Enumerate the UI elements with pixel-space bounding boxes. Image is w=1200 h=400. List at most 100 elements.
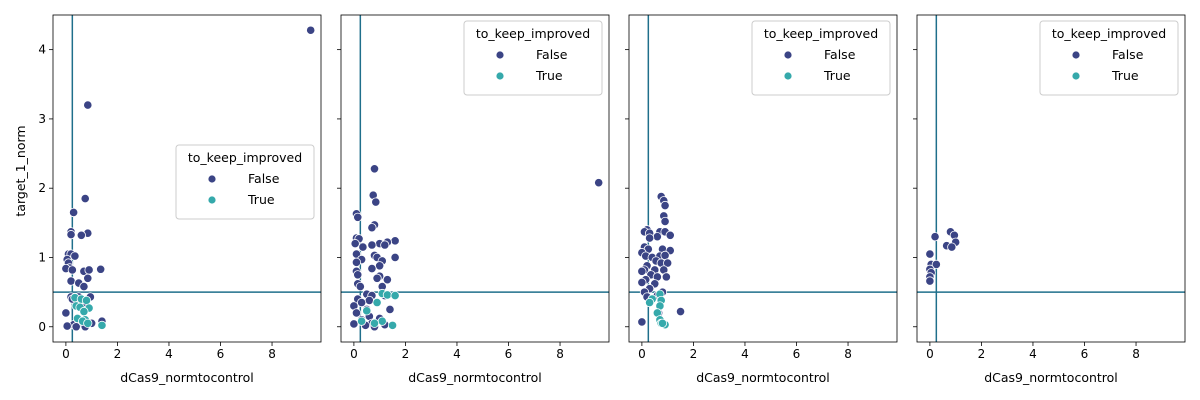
data-point-true [97,320,107,330]
data-point-false [925,249,935,259]
scatter-panel-3: 0 2 4 6 8 dCas9_normtocontrol to_keep_improved… [625,14,898,385]
legend-title: to_keep_improved [188,150,302,165]
x-tick-label: 0 [638,347,646,361]
legend-label-true: True [1111,68,1139,83]
data-point-true [657,318,668,328]
x-tick-label: 4 [165,347,173,361]
x-tick-label: 2 [402,347,410,361]
y-tick-label: 2 [38,181,46,195]
data-point-false [357,297,367,308]
points-group [637,191,686,330]
legend-label-true: True [823,68,851,83]
data-point-true [357,316,367,326]
data-point-false [367,223,377,233]
data-point-true [390,290,400,301]
x-tick-label: 6 [793,347,801,361]
data-point-false [661,272,671,282]
data-point-false [350,239,360,249]
legend: to_keep_improved False True [1039,20,1179,96]
data-point-false [930,232,940,242]
plot-frame [340,14,610,343]
x-tick-label: 0 [62,347,70,361]
scatter-panel-4: 0 2 4 6 8 dCas9_normtocontrol to_keep_improved… [913,14,1186,385]
data-point-false [306,25,316,35]
legend-marker-true [1071,71,1081,81]
data-point-false [83,273,93,283]
data-point-false [358,242,368,252]
data-point-true [81,295,92,306]
legend-label-false: False [248,171,280,186]
points-group [61,25,316,332]
data-point-false [380,240,390,250]
data-point-false [382,275,392,285]
legend-marker-true [495,71,505,81]
legend-label-true: True [247,192,275,207]
data-point-false [390,252,400,263]
data-point-false [351,308,362,318]
data-point-false [645,233,655,243]
data-point-false [70,251,80,261]
data-point-true [387,320,398,330]
data-point-false [663,258,673,268]
data-point-false [62,321,72,331]
data-point-false [83,100,93,110]
x-tick-label: 0 [926,347,934,361]
points-group [925,227,961,286]
x-tick-label: 6 [217,347,225,361]
data-point-false [67,265,77,275]
legend-label-false: False [536,47,568,62]
y-tick-label: 0 [38,320,46,334]
data-point-false [385,304,395,315]
data-point-true [369,318,380,328]
legend-marker-false [495,50,505,60]
y-tick-label: 4 [38,43,46,57]
points-group [349,164,604,332]
data-point-false [594,178,604,188]
data-point-false [69,207,79,218]
x-tick-label: 0 [350,347,358,361]
data-point-false [353,212,363,222]
legend: to_keep_improved False True [751,20,891,96]
data-point-false [947,242,957,252]
data-point-true [645,297,655,308]
plot-frame [628,14,898,343]
legend: to_keep_improved False True [463,20,603,96]
data-point-false [371,197,381,207]
legend-marker-false [207,174,217,184]
x-axis-label: dCas9_normtocontrol [984,370,1118,385]
x-tick-label: 4 [1029,347,1037,361]
x-tick-label: 6 [505,347,513,361]
data-point-false [66,230,76,240]
data-point-false [76,230,86,240]
data-point-false [355,281,365,292]
x-tick-label: 4 [741,347,749,361]
y-tick-label: 3 [38,112,46,126]
scatter-panel-2: 0 2 4 6 8 dCas9_normtocontrol to_keep_improved… [337,14,610,385]
legend-label-true: True [535,68,563,83]
data-point-false [349,319,359,329]
data-point-true [382,290,392,300]
data-point-false [96,264,106,274]
data-point-false [660,200,670,211]
data-point-false [80,193,90,204]
x-tick-label: 8 [844,347,852,361]
plot-frame [916,14,1186,343]
data-point-false [367,240,377,250]
data-point-true [79,306,89,317]
data-point-false [61,308,71,318]
scatter-panel-1: 0 2 4 6 8 0 1 2 3 4 dCas9_normtocontrol to_keep_imp… [38,14,322,385]
data-point-false [931,259,941,270]
data-point-false [652,232,662,242]
data-point-false [79,281,89,292]
data-point-true [362,306,372,316]
data-point-false [390,236,400,246]
data-point-false [84,265,94,275]
data-point-true [83,318,93,328]
y-axis-label: target_1_norm [13,125,28,216]
legend-marker-false [1071,50,1081,60]
legend-title: to_keep_improved [764,26,878,41]
x-axis-label: dCas9_normtocontrol [120,370,254,385]
x-axis-label: dCas9_normtocontrol [696,370,830,385]
legend-title: to_keep_improved [1052,26,1166,41]
data-point-false [665,230,675,240]
